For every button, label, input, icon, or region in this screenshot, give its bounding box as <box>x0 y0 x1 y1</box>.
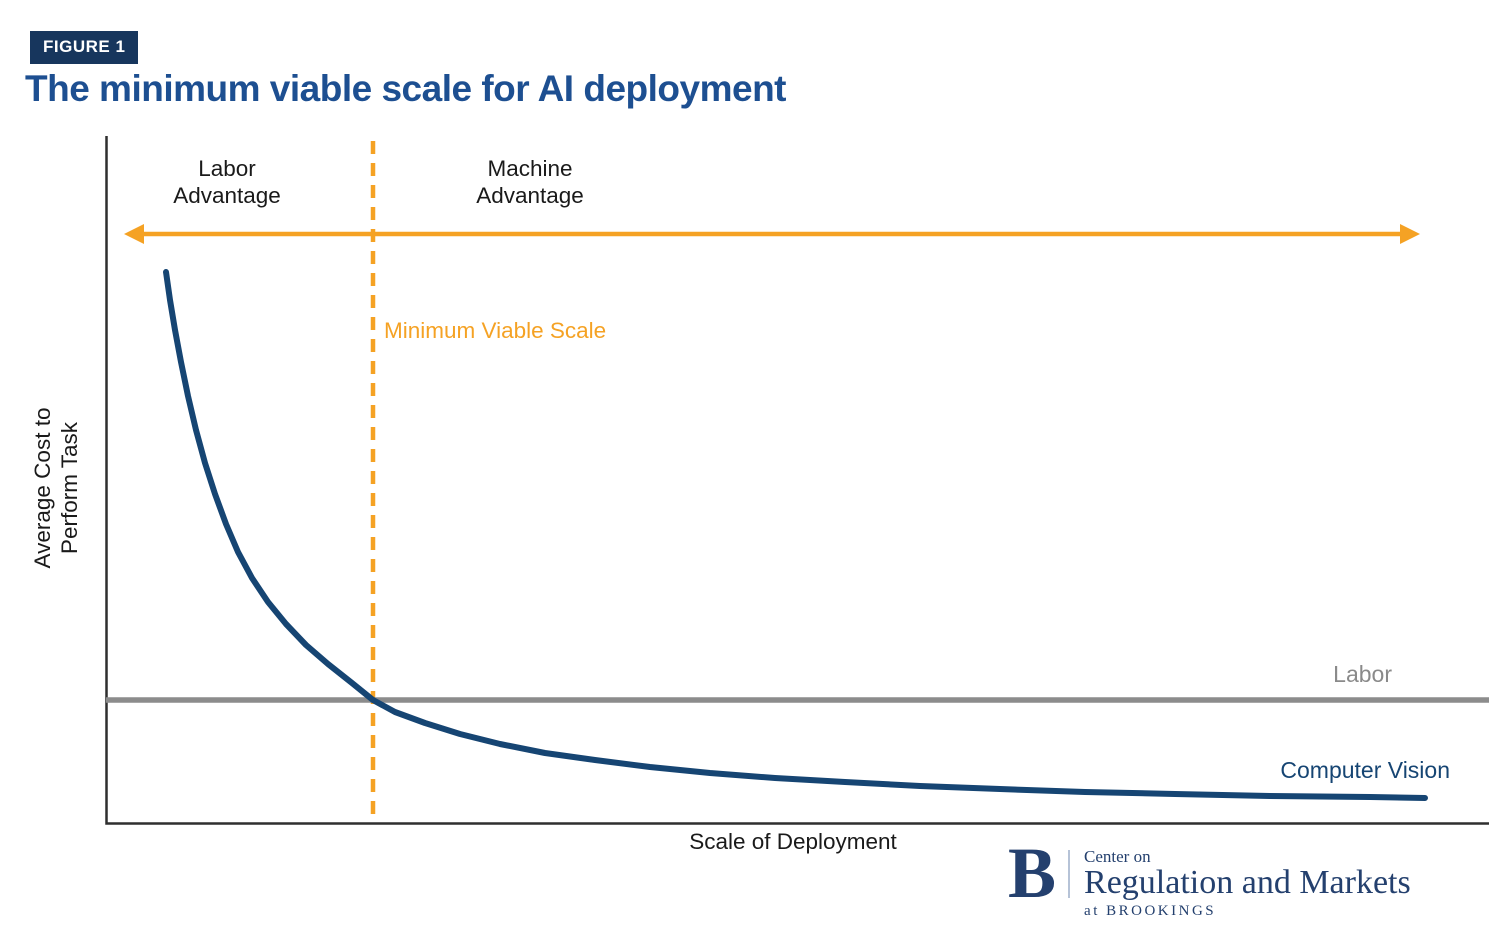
logo-regulation-and-markets: Regulation and Markets <box>1084 864 1411 901</box>
computer-vision-curve <box>163 269 1428 801</box>
computer-vision-series-label: Computer Vision <box>1280 757 1450 783</box>
brookings-logo: B Center on Regulation and Markets at BR… <box>1008 833 1411 920</box>
logo-at-brookings: at BROOKINGS <box>1084 903 1217 919</box>
arrow-right-head-icon <box>1400 224 1420 244</box>
logo-divider <box>1068 850 1071 898</box>
brookings-monogram: B <box>1008 833 1057 913</box>
y-axis-label: Average Cost to Perform Task <box>30 407 82 569</box>
x-axis-label: Scale of Deployment <box>689 829 897 854</box>
figure-badge: FIGURE 1 <box>30 31 139 64</box>
logo-text-block: Center on Regulation and Markets at BROO… <box>1084 845 1411 920</box>
logo-center-on: Center on <box>1084 847 1151 866</box>
region-label-machine-advantage: Machine Advantage <box>476 156 584 208</box>
minimum-viable-scale-label: Minimum Viable Scale <box>384 318 607 343</box>
figure-title: The minimum viable scale for AI deployme… <box>25 68 787 109</box>
labor-series-label: Labor <box>1333 661 1392 687</box>
axes-lines <box>105 136 1489 825</box>
region-label-labor-advantage: Labor Advantage <box>173 156 281 208</box>
arrow-left-head-icon <box>124 224 144 244</box>
